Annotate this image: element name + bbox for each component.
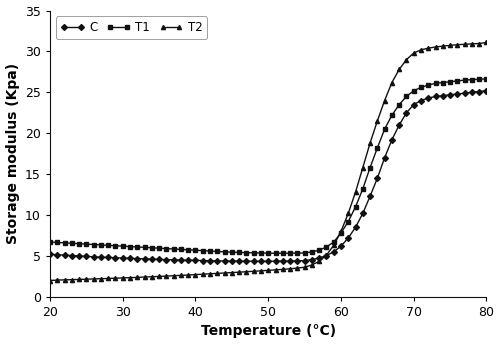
T1 [287, 251, 293, 255]
C [316, 256, 322, 260]
C [200, 258, 206, 262]
T1 [432, 81, 438, 85]
Legend: C, T1, T2: C, T1, T2 [56, 17, 207, 39]
C [149, 257, 155, 261]
C [432, 94, 438, 98]
C [250, 259, 256, 264]
T1 [200, 249, 206, 253]
T1 [272, 251, 278, 255]
C [484, 89, 490, 93]
C [134, 257, 140, 261]
Line: T1: T1 [48, 77, 488, 255]
T1 [484, 77, 490, 81]
T2 [280, 267, 286, 271]
T1 [134, 245, 140, 249]
C [287, 259, 293, 263]
T2 [134, 275, 140, 279]
Y-axis label: Storage modulus (Kpa): Storage modulus (Kpa) [6, 63, 20, 244]
T1 [149, 246, 155, 250]
C [47, 252, 53, 256]
Line: C: C [48, 89, 488, 264]
X-axis label: Temperature (°C): Temperature (°C) [200, 324, 336, 338]
T2 [309, 263, 315, 267]
T2 [149, 275, 155, 279]
T1 [316, 248, 322, 252]
T2 [200, 272, 206, 276]
T2 [426, 46, 432, 50]
T2 [47, 278, 53, 282]
Line: T2: T2 [48, 40, 488, 282]
T1 [47, 240, 53, 244]
T2 [484, 40, 490, 44]
